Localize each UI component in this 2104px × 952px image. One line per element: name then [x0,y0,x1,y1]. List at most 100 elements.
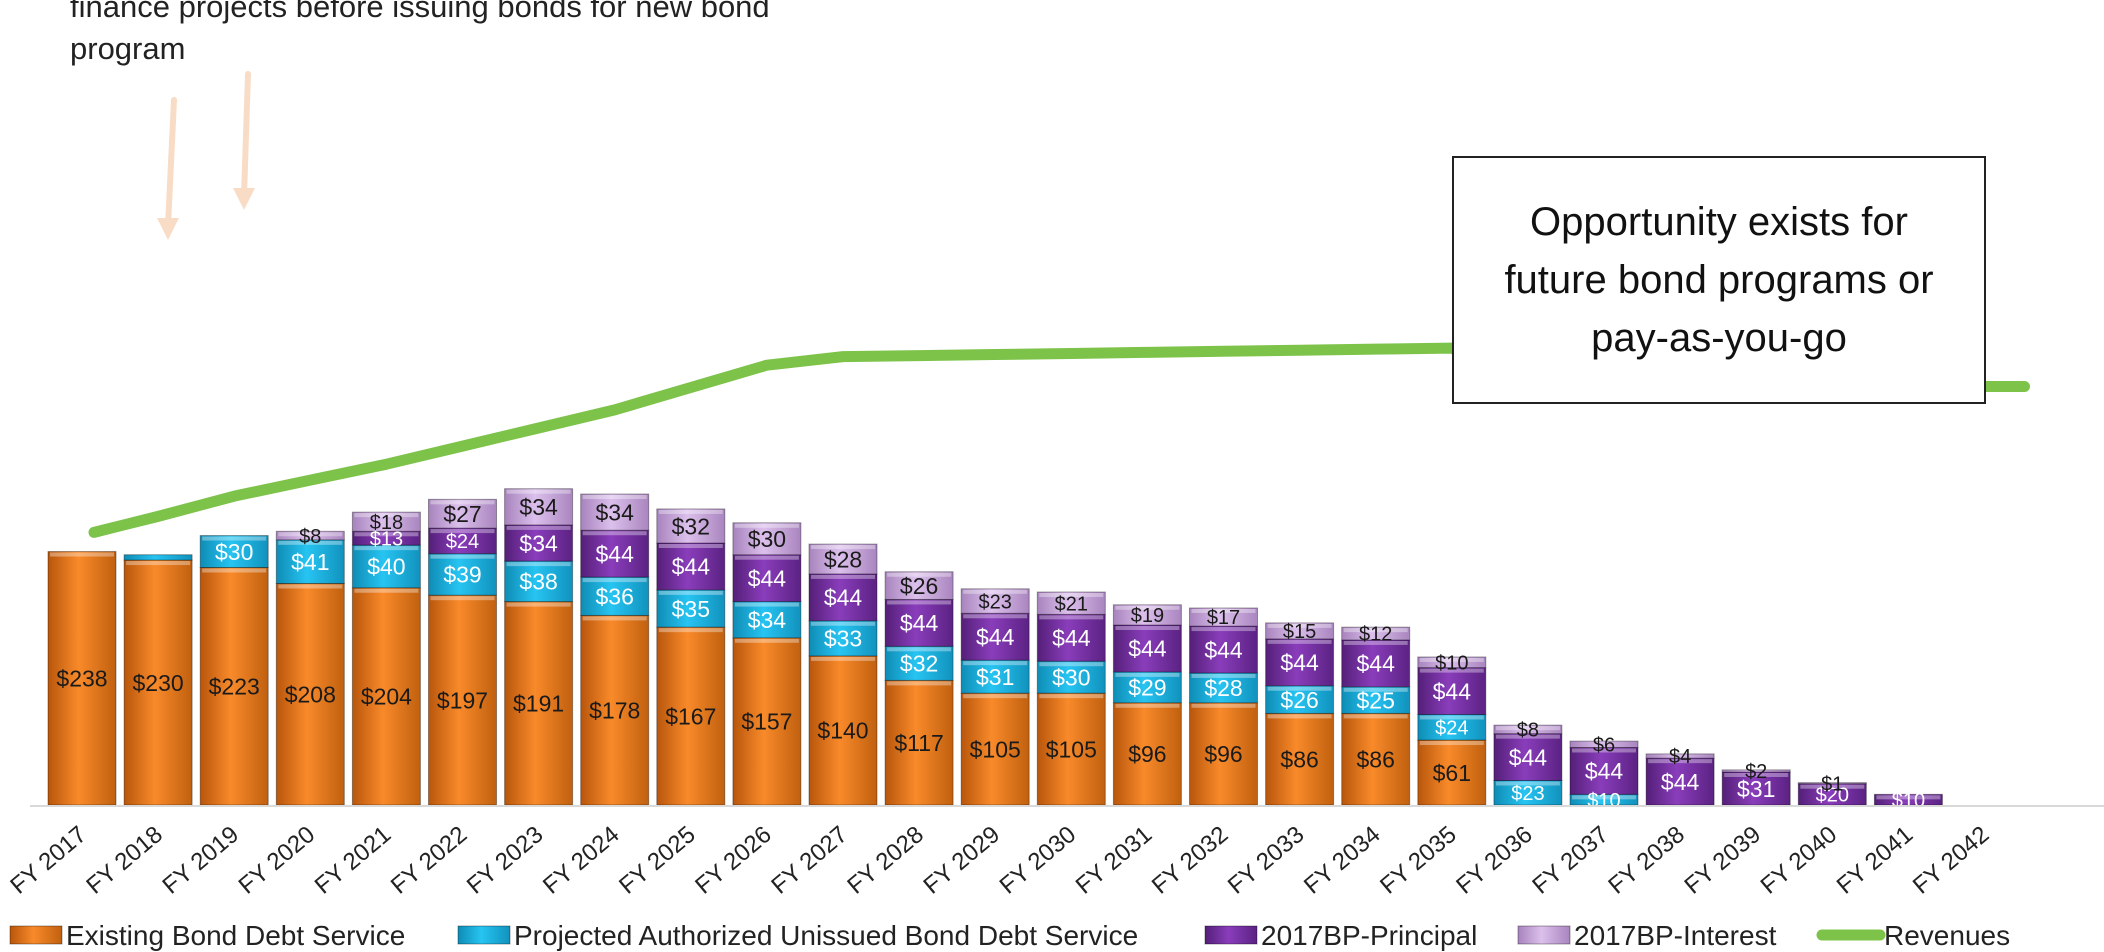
legend-item-interest: 2017BP-Interest [1517,920,1777,951]
x-tick-label: FY 2018 [81,821,168,900]
data-label: $44 [1052,625,1091,651]
bar-segment-existing [808,655,878,806]
data-label: $19 [1131,605,1164,627]
bar-segment-principal [1417,667,1487,715]
bar-label-layer: $238 $230 $223$30$208$41$8$204$40$13$18$19… [56,494,1925,812]
arrow-to-fy2018 [157,97,179,240]
data-label: $8 [299,526,321,548]
data-label: $34 [519,494,558,520]
data-label: $44 [1433,678,1472,704]
data-label: $157 [741,709,792,735]
x-tick-label: FY 2038 [1603,821,1690,900]
x-tick-label: FY 2034 [1299,821,1386,900]
bar-segment-interest [1036,591,1106,615]
x-tick-label: FY 2020 [234,821,321,900]
legend-label: Revenues [1884,920,2010,951]
data-label: $167 [665,703,716,729]
data-label: $35 [672,596,710,622]
bar-segment-existing [884,679,954,806]
data-label: $30 [748,526,786,552]
bar-segment-principal [1493,733,1563,782]
data-label: $8 [1517,720,1539,742]
arrow-layer [157,71,255,240]
data-label: $86 [1280,746,1318,772]
bar-segment-interest [1417,656,1487,669]
x-tick-label: FY 2021 [310,821,397,900]
data-label: $6 [1593,734,1615,756]
data-label: $21 [1055,593,1088,615]
data-label: $44 [1585,758,1624,784]
x-tick-label: FY 2019 [158,821,245,900]
x-tick-label: FY 2023 [462,821,549,900]
x-tick-label: FY 2035 [1375,821,1462,900]
bar-segment-interest [580,493,650,531]
bar-segment-projected [580,576,650,616]
bar-segment-principal [1036,613,1106,662]
data-label: $105 [970,736,1021,762]
data-label: $197 [437,687,488,713]
bar-segment-interest [351,511,421,532]
x-tick-label: FY 2028 [842,821,929,900]
data-label: $41 [291,549,329,575]
legend-label: 2017BP-Interest [1574,920,1777,951]
data-label: $44 [1280,650,1319,676]
x-tick-label: FY 2032 [1147,821,1234,900]
x-tick-label: FY 2033 [1223,821,1310,900]
data-label: $10 [1892,790,1925,812]
data-label: $12 [1359,624,1392,646]
data-label: $26 [900,573,938,599]
top-annotation: finance projects before issuing bonds fo… [70,0,770,66]
legend-item-projected: Projected Authorized Unissued Bond Debt … [457,920,1138,951]
data-label: $30 [215,539,253,565]
data-label: $208 [285,682,336,708]
bar-segment-projected [884,645,954,681]
bar-segment-interest [808,543,878,575]
data-label: $31 [1737,776,1775,802]
data-label: $117 [894,730,943,756]
bar-segment-projected [960,659,1030,694]
bar-segment-principal [1265,638,1335,687]
data-label: $15 [1283,621,1316,643]
data-label: $105 [1046,736,1097,762]
data-label: $39 [443,562,481,588]
data-label: $44 [1509,744,1548,770]
bar-segment-existing [47,551,117,806]
data-label: $238 [56,666,107,692]
bar-segment-interest [732,522,802,556]
data-label: $96 [1204,741,1242,767]
data-label: $27 [443,501,481,527]
data-label: $30 [1052,664,1090,690]
x-tick-label: FY 2037 [1527,821,1614,900]
opportunity-callout-box: Opportunity exists for future bond progr… [1452,156,1986,404]
data-label: $33 [824,626,862,652]
bar-segment-existing [199,567,269,806]
bar-segment-principal [504,524,574,562]
data-label: $13 [370,528,403,550]
data-label: $34 [519,530,558,556]
data-label: $17 [1207,607,1240,629]
data-label: $34 [748,607,787,633]
x-tick-label: FY 2036 [1451,821,1538,900]
bar-segment-existing [1112,702,1182,806]
bar-segment-existing [732,637,802,806]
x-tick-label: FY 2040 [1756,821,1843,900]
data-label: $32 [900,651,938,677]
legend-item-principal: 2017BP-Principal [1204,920,1477,951]
legend-label: Projected Authorized Unissued Bond Debt … [514,920,1138,951]
data-label: $140 [817,718,868,744]
data-label: $29 [1128,675,1166,701]
bar-segment-projected [351,544,421,589]
data-label: $28 [1204,675,1242,701]
x-tick-label: FY 2041 [1832,821,1919,900]
data-label: $191 [513,691,564,717]
bar-segment-interest [504,488,574,526]
bar-segment-projected [1341,686,1411,714]
legend-item-existing: Existing Bond Debt Service [9,920,405,951]
bar-segment-principal [1112,624,1182,673]
data-label: $230 [133,670,184,696]
bar-segment-principal [580,529,650,578]
data-label: $204 [361,684,412,710]
data-label: $223 [209,674,260,700]
bar-segment-projected [656,589,726,628]
bar-segment-principal [808,573,878,622]
